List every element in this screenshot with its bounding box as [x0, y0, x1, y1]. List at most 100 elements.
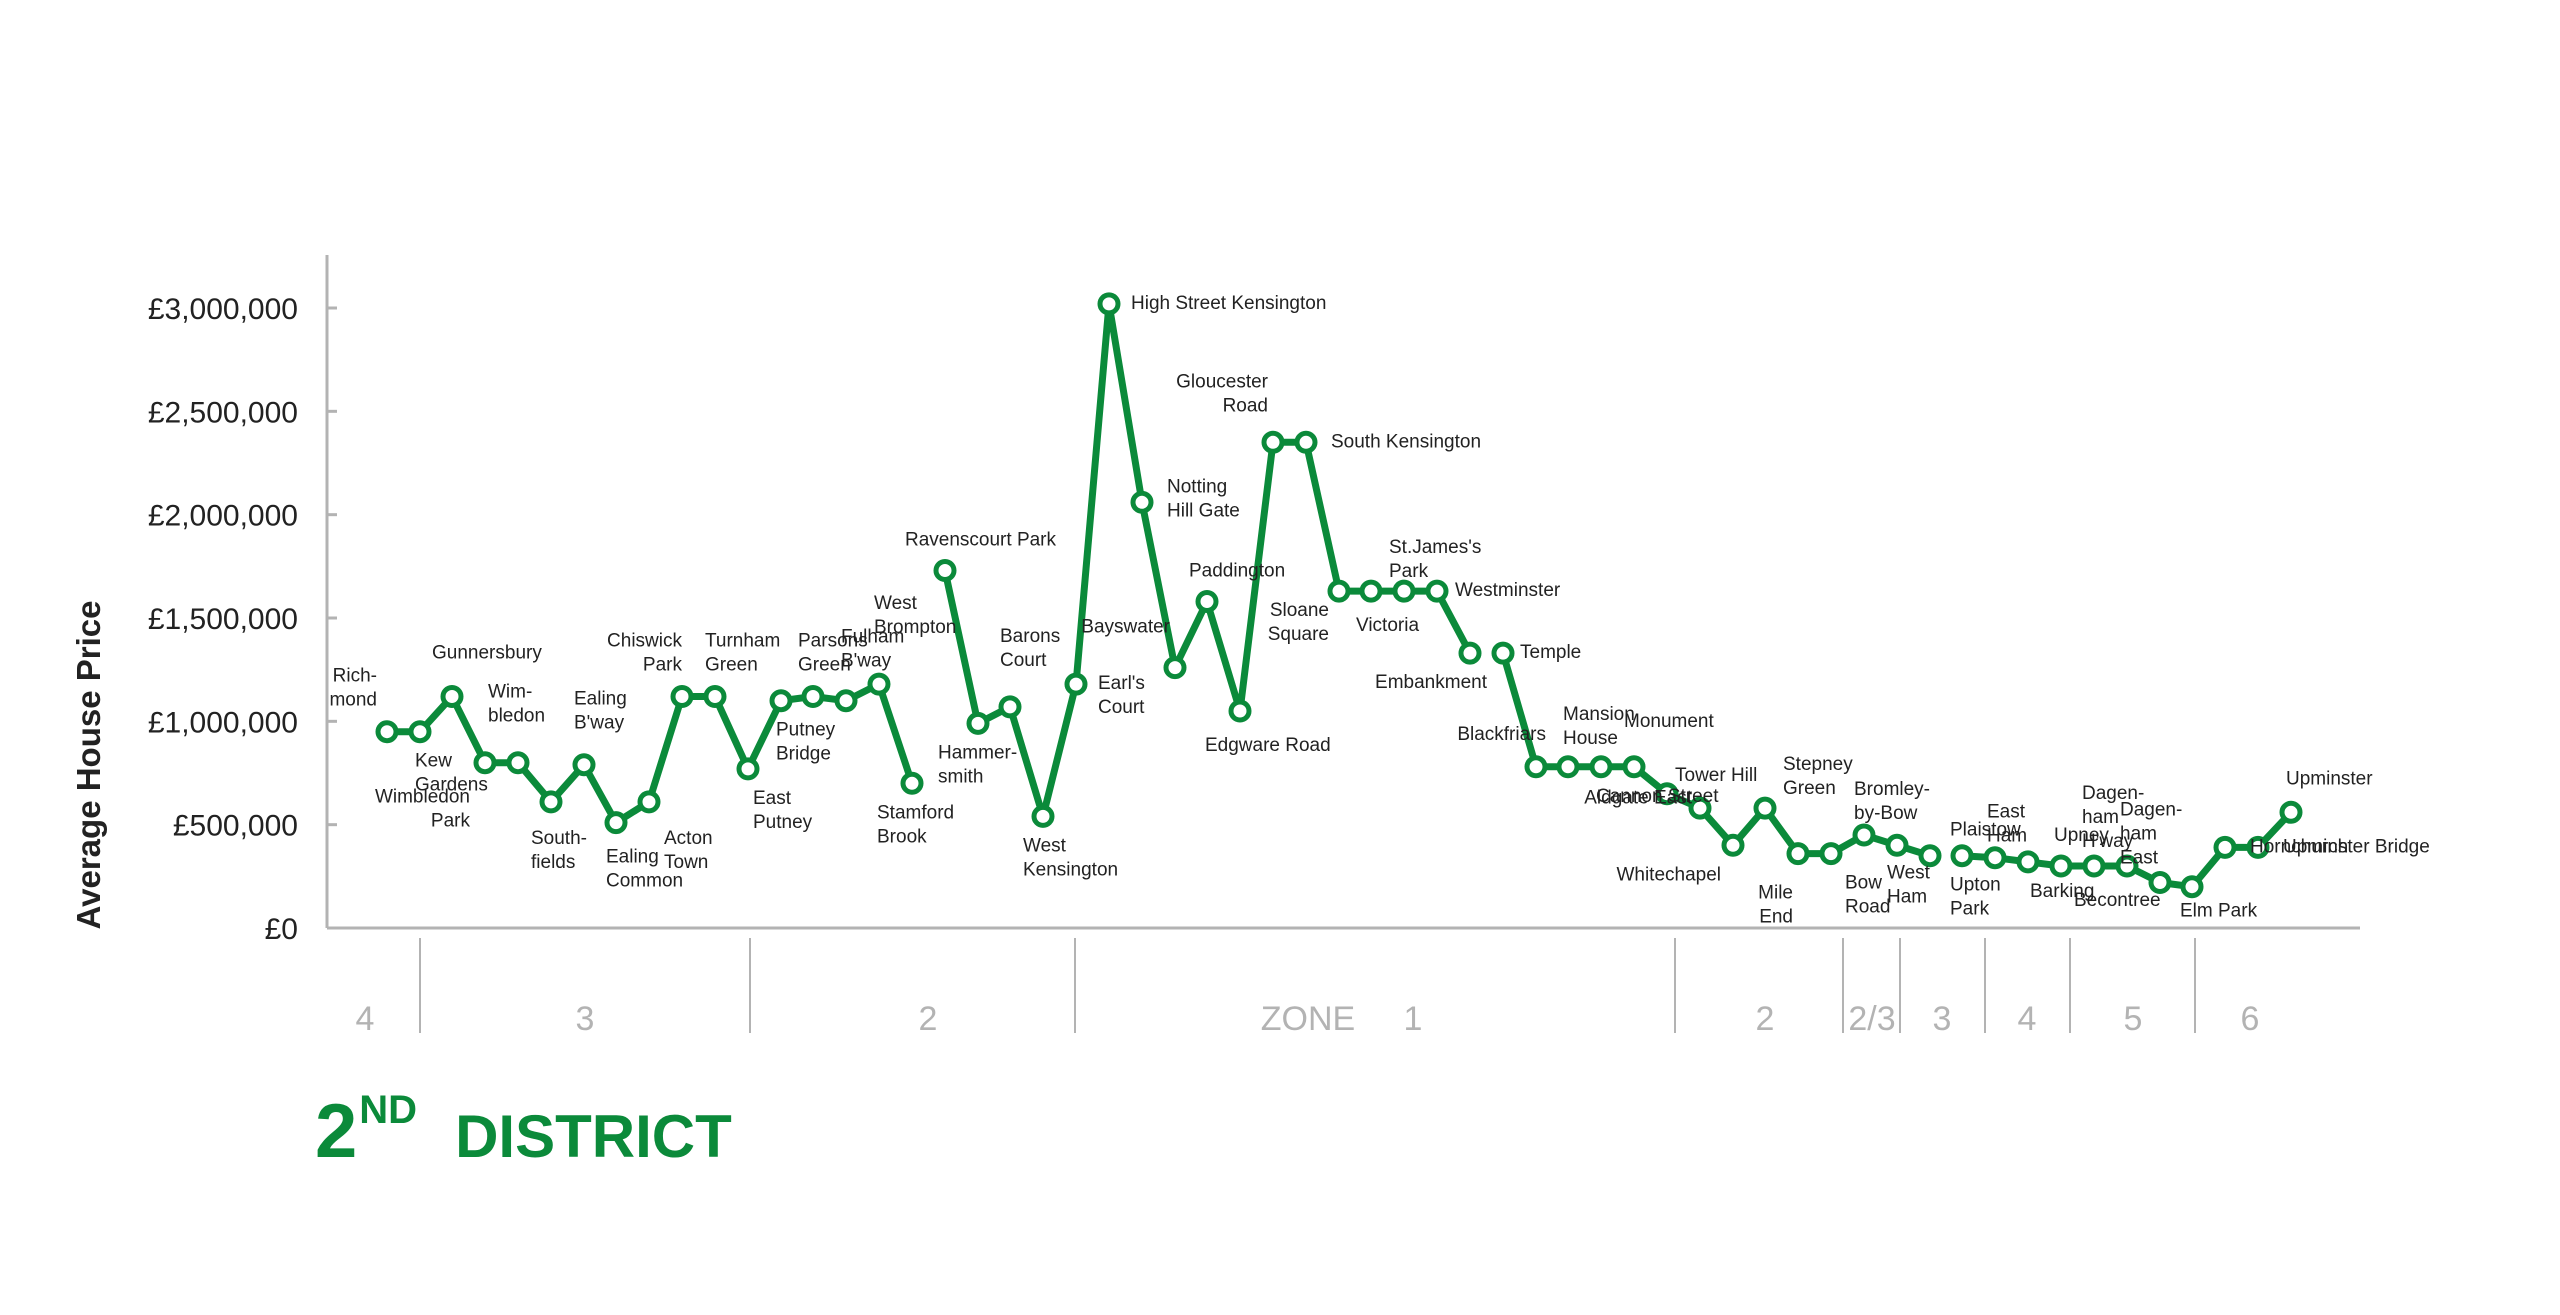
station-label: Wimbledon Park	[375, 787, 471, 832]
station-point	[1195, 590, 1219, 613]
station-label-line: Embankment	[1375, 672, 1488, 693]
station-label-line: West	[1023, 835, 1067, 856]
zone-label: 3	[576, 1000, 595, 1038]
station-point	[506, 751, 530, 775]
station-label-line: Bridge	[776, 744, 831, 765]
station-label: Victoria	[1356, 615, 1419, 636]
station-label-line: Common	[606, 871, 683, 892]
station-label: West Ham	[1887, 862, 1931, 907]
station-point	[1688, 796, 1712, 820]
station-label-line: Cannon Street	[1596, 786, 1719, 807]
station-label-line: B'way	[574, 713, 625, 734]
station-label-line: by-Bow	[1854, 803, 1918, 824]
station-label-line: South Kensington	[1331, 431, 1481, 452]
station-label-line: Wim-	[488, 682, 532, 703]
station-label-line: Rich-	[333, 666, 377, 687]
station-label-line: Park	[643, 655, 683, 676]
station-label-line: Brompton	[874, 617, 956, 638]
station-point	[933, 559, 957, 582]
zone-label: 3	[1933, 1000, 1952, 1038]
station-point	[1753, 796, 1777, 820]
station-label-line: Sloane	[1270, 600, 1329, 621]
station-label-line: South-	[531, 828, 587, 849]
station-label-line: Monument	[1624, 711, 1714, 732]
station-label-line: Whitechapel	[1616, 864, 1721, 885]
station-label-line: Road	[1223, 395, 1268, 416]
station-point	[375, 720, 399, 744]
station-label: Hammer-smith	[938, 742, 1017, 787]
station-label: Bayswater	[1081, 617, 1170, 638]
station-point	[1327, 579, 1351, 603]
station-point	[1458, 641, 1482, 665]
station-label: Upminster Bridge	[2283, 836, 2430, 857]
station-point	[703, 685, 727, 708]
station-point	[801, 685, 825, 708]
station-point	[1359, 579, 1383, 603]
station-label: South Kensington	[1331, 431, 1481, 452]
station-label: Dagen-ham East	[2120, 800, 2182, 869]
station-label-line: mond	[329, 690, 377, 711]
y-tick-label: £1,000,000	[148, 706, 298, 739]
station-label: Aldgate East	[1584, 788, 1692, 809]
station-label-line: Gloucester	[1176, 371, 1269, 392]
station-label: Cannon Street	[1596, 786, 1719, 807]
station-label-line: Fulham	[841, 627, 904, 648]
station-label-line: Tower Hill	[1675, 765, 1757, 786]
station-label-line: Ealing	[606, 847, 659, 868]
y-tick-label: £3,000,000	[148, 293, 298, 326]
station-point	[1261, 430, 1285, 454]
station-label-line: Paddington	[1189, 560, 1285, 581]
station-point	[769, 689, 793, 713]
y-tick-label: £2,000,000	[148, 500, 298, 533]
zone-label: 4	[356, 1000, 375, 1038]
station-label-line: Bow	[1845, 873, 1882, 894]
station-label: Kew Gardens	[415, 751, 488, 796]
station-label: Whitechapel	[1616, 864, 1721, 885]
station-label: Gunnersbury	[432, 643, 542, 664]
station-label: Ealing Common	[606, 847, 683, 892]
station-label: Upton Park	[1950, 875, 2001, 920]
station-label-line: Acton	[664, 828, 713, 849]
station-point	[572, 753, 596, 777]
station-label: Parsons Green	[798, 631, 868, 676]
station-label-line: smith	[938, 766, 983, 787]
station-label: Ealing B'way	[574, 689, 627, 734]
station-label-line: Dagen-	[2082, 783, 2144, 804]
station-label: Barking	[2030, 881, 2094, 902]
station-point	[604, 811, 628, 835]
zone-label: 2	[1756, 1000, 1775, 1038]
station-label-line: Square	[1268, 624, 1329, 645]
station-label-line: Wimbledon	[375, 787, 470, 808]
station-point	[834, 689, 858, 713]
station-label: South-fields	[531, 828, 587, 873]
station-markers	[375, 292, 2303, 899]
station-label-line: Green	[798, 655, 851, 676]
zone-label: 6	[2241, 1000, 2260, 1038]
station-label-line: Aldgate East	[1584, 788, 1692, 809]
station-label: Hornchurch	[2250, 836, 2348, 857]
station-label: West Kensington	[1023, 835, 1118, 880]
y-tick-label: £500,000	[173, 810, 298, 843]
y-tick-label: £2,500,000	[148, 396, 298, 429]
station-label: Upney	[2054, 825, 2109, 846]
station-label-line: Kensington	[1023, 859, 1118, 880]
station-label: Sloane Square	[1268, 600, 1329, 645]
station-label-line: Gunnersbury	[432, 643, 542, 664]
station-point	[1556, 755, 1580, 779]
station-label-line: Earl's	[1098, 673, 1145, 694]
station-point	[1589, 755, 1613, 779]
station-label-line: West	[1887, 862, 1931, 883]
y-tick-label: £0	[265, 913, 298, 946]
station-label-line: Mile	[1758, 883, 1793, 904]
station-point	[2279, 800, 2303, 824]
station-label-line: Upton	[1950, 875, 2001, 896]
zone-label: 2/3	[1848, 1000, 1895, 1038]
station-label-line: bledon	[488, 706, 545, 727]
station-label-line: Bromley-	[1854, 779, 1930, 800]
station-label-line: Park	[431, 811, 471, 832]
y-axis-label: Average House Price	[70, 601, 107, 930]
station-label-line: East	[1987, 802, 2026, 823]
station-label: Edgware Road	[1205, 735, 1331, 756]
station-label: High Street Kensington	[1131, 293, 1326, 314]
